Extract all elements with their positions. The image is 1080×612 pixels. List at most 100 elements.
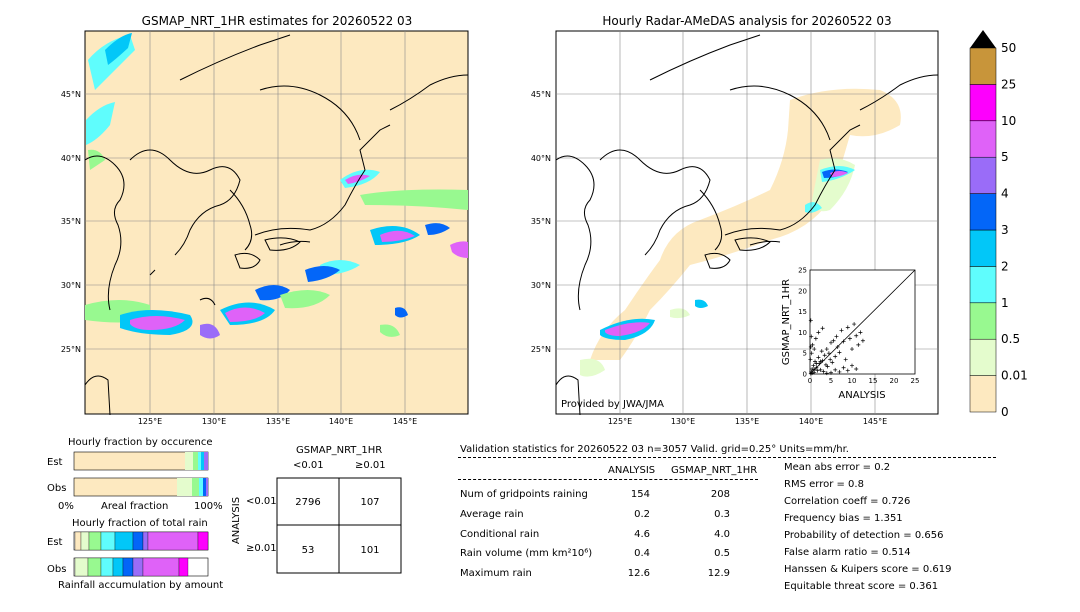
scatter-point — [847, 336, 852, 341]
colorbar-segment — [969, 302, 997, 340]
score-line: Mean abs error = 0.2 — [784, 462, 891, 473]
left-lon-label: 135°E — [266, 417, 290, 426]
colorbar-segment — [969, 229, 997, 267]
scatter-point — [818, 359, 823, 364]
scatter-point — [809, 351, 814, 356]
validation-header: Validation statistics for 20260522 03 n=… — [460, 444, 849, 455]
scatter-point — [854, 333, 859, 338]
scatter-y-tick: 10 — [798, 329, 807, 337]
scatter-point — [810, 367, 815, 372]
scatter-point — [822, 353, 827, 358]
scatter-x-tick: 20 — [890, 377, 899, 385]
left-lat-label: 35°N — [61, 217, 81, 226]
scatter-point — [845, 325, 850, 330]
scatter-point — [809, 334, 814, 339]
colorbar-label: 0.01 — [1001, 369, 1028, 383]
contingency-cell: 107 — [360, 497, 379, 508]
contingency-col-label: <0.01 — [293, 460, 324, 471]
colorbar-label: 0 — [1001, 405, 1009, 419]
right-coverage-area — [580, 88, 901, 377]
scatter-xlabel: ANALYSIS — [838, 390, 885, 401]
diagonal-line — [809, 269, 916, 375]
score-line: Correlation coeff = 0.726 — [784, 496, 911, 507]
validation-row-label: Num of gridpoints raining — [460, 489, 588, 500]
scatter-point — [818, 367, 823, 372]
contingency-row-label: ≥0.01 — [246, 543, 277, 554]
scatter-point — [825, 364, 830, 369]
contingency-cell: 2796 — [295, 497, 320, 508]
scatter-point — [845, 368, 850, 373]
right-lon-label: 135°E — [735, 417, 759, 426]
scatter-point — [839, 328, 844, 333]
scatter-y-tick: 15 — [798, 308, 807, 316]
scatter-point — [810, 342, 815, 347]
left-lat-label: 45°N — [61, 90, 81, 99]
validation-row-gsmap: 0.3 — [714, 509, 730, 520]
contingency-side-label: ANALYSIS — [231, 496, 243, 545]
scatter-point — [852, 322, 857, 327]
validation-row-analysis: 0.2 — [634, 509, 650, 520]
right-lat-label: 25°N — [531, 345, 551, 354]
right-lon-label: 145°E — [863, 417, 887, 426]
colorbar: 50 25 10 5 4 3 2 1 0.5 0.01 0 — [969, 30, 1028, 419]
contingency-col-label: ≥0.01 — [355, 460, 386, 471]
scatter-point — [815, 368, 820, 373]
scatter-y-tick: 20 — [798, 287, 807, 295]
scatter-point — [824, 347, 829, 352]
scatter-ylabel: GSMAP_NRT_1HR — [781, 279, 792, 365]
right-lon-label: 125°E — [608, 417, 632, 426]
scatter-point — [830, 360, 835, 365]
scatter-point — [833, 367, 838, 372]
validation-row-label: Maximum rain — [460, 568, 532, 579]
scatter-point — [808, 371, 813, 376]
scatter-x-tick: 10 — [848, 377, 857, 385]
validation-col-gsmap: GSMAP_NRT_1HR — [671, 465, 758, 476]
validation-table-rule — [458, 479, 758, 480]
validation-row-analysis: 4.6 — [634, 529, 650, 540]
occurrence-axis-mid: Areal fraction — [101, 501, 169, 512]
scatter-point — [814, 361, 819, 366]
occurrence-axis-left: 0% — [58, 501, 74, 512]
occurrence-bars — [73, 451, 209, 497]
scatter-point — [808, 318, 813, 323]
colorbar-label: 1 — [1001, 296, 1009, 310]
occurrence-axis-right: 100% — [194, 501, 223, 512]
scatter-point — [808, 357, 813, 362]
scatter-point — [816, 355, 821, 360]
scatter-point — [813, 336, 818, 341]
total-rain-row-label: Est — [47, 537, 63, 548]
score-line: RMS error = 0.8 — [784, 479, 864, 490]
validation-row-gsmap: 0.5 — [714, 548, 730, 559]
scatter-point — [821, 369, 826, 374]
scatter-point — [837, 350, 842, 355]
scatter-y-tick: 25 — [798, 267, 807, 275]
validation-row-label: Average rain — [460, 509, 524, 520]
scatter-point — [829, 340, 833, 345]
colorbar-label: 10 — [1001, 114, 1016, 128]
right-lat-label: 35°N — [531, 217, 551, 226]
scatter-point — [858, 330, 863, 335]
scatter-point — [808, 344, 813, 349]
scatter-point — [812, 367, 817, 372]
left-lat-label: 25°N — [61, 345, 81, 354]
colorbar-segment — [969, 84, 997, 122]
right-lon-label: 130°E — [671, 417, 695, 426]
scatter-x-tick: 15 — [869, 377, 878, 385]
scatter-x-tick: 5 — [829, 377, 833, 385]
scatter-point — [814, 365, 819, 370]
scatter-y-tick: 5 — [803, 350, 807, 358]
score-line: Hanssen & Kuipers score = 0.619 — [784, 564, 952, 575]
scatter-x-tick: 0 — [808, 377, 812, 385]
contingency-cell: 53 — [302, 545, 315, 556]
total-rain-footer: Rainfall accumulation by amount — [58, 580, 224, 591]
scatter-point — [843, 357, 848, 362]
scatter-point — [829, 370, 833, 375]
validation-row-analysis: 0.4 — [634, 548, 650, 559]
left-map: 45°N 40°N 35°N 30°N 25°N 125°E 130°E 135… — [61, 30, 469, 426]
validation-row-gsmap: 208 — [710, 489, 730, 500]
scatter-point — [856, 342, 861, 347]
score-line: Probability of detection = 0.656 — [784, 530, 944, 541]
colorbar-extend-arrow — [970, 30, 996, 48]
scatter-point — [854, 367, 859, 372]
colorbar-label: 3 — [1001, 223, 1009, 237]
